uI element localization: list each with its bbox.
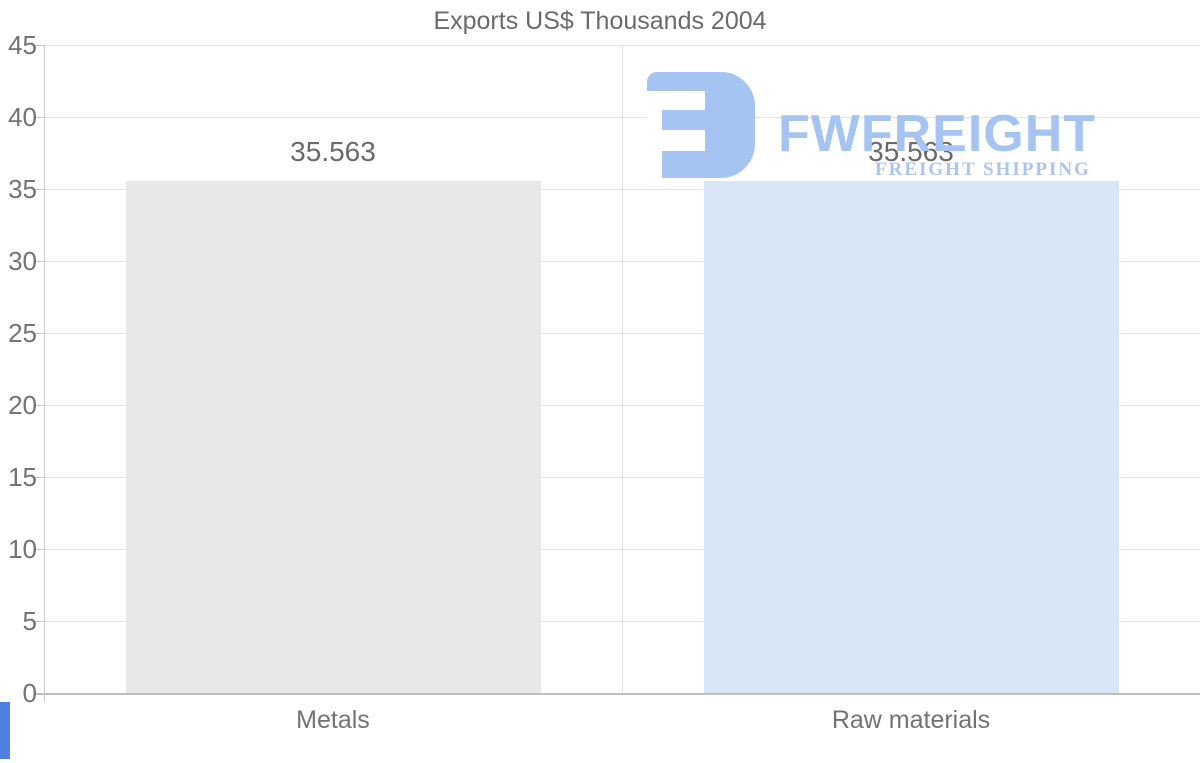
- y-axis-tick: [35, 45, 44, 46]
- y-axis-tick-label: 30: [8, 246, 37, 276]
- x-axis-category-label: Metals: [296, 706, 370, 734]
- logo-glyph-base: [647, 72, 755, 178]
- y-axis-tick: [35, 621, 44, 622]
- y-axis-tick-label: 10: [8, 534, 37, 564]
- y-axis-tick-label: 35: [8, 174, 37, 204]
- fwfreight-logo-icon: [647, 72, 755, 178]
- y-axis-line: [44, 45, 45, 702]
- y-axis-tick-label: 45: [8, 30, 37, 60]
- y-axis-tick: [35, 405, 44, 406]
- bar-raw-materials[interactable]: [704, 181, 1119, 693]
- y-axis-tick-label: 40: [8, 102, 37, 132]
- category-separator-gridline: [622, 45, 623, 693]
- y-axis-tick: [35, 117, 44, 118]
- bar-value-label: 35.563: [290, 136, 376, 167]
- watermark-brand-text: FWFREIGHT: [778, 105, 1097, 163]
- logo-glyph-notch: [647, 110, 662, 178]
- y-axis-tick-label: 5: [22, 606, 37, 636]
- y-axis-tick-label: 0: [22, 678, 37, 708]
- y-axis-tick: [35, 477, 44, 478]
- edge-accent-strip: [0, 702, 10, 759]
- bar-value-label: 35.563: [868, 136, 954, 167]
- watermark-logo: FWFREIGHT FREIGHT SHIPPING: [647, 68, 1157, 188]
- chart-title: Exports US$ Thousands 2004: [433, 7, 767, 35]
- y-axis-tick: [35, 189, 44, 190]
- watermark-tagline-text: FREIGHT SHIPPING: [875, 159, 1091, 180]
- y-axis-tick: [35, 261, 44, 262]
- bar-metals[interactable]: [126, 181, 541, 693]
- y-axis-tick: [35, 549, 44, 550]
- logo-glyph-notch: [647, 91, 705, 110]
- y-axis-tick: [35, 333, 44, 334]
- x-axis-category-label: Raw materials: [831, 706, 991, 734]
- y-axis-tick-label: 25: [8, 318, 37, 348]
- zero-gridline: [35, 693, 1200, 695]
- y-axis-tick-label: 20: [8, 390, 37, 420]
- y-axis-tick-label: 15: [8, 462, 37, 492]
